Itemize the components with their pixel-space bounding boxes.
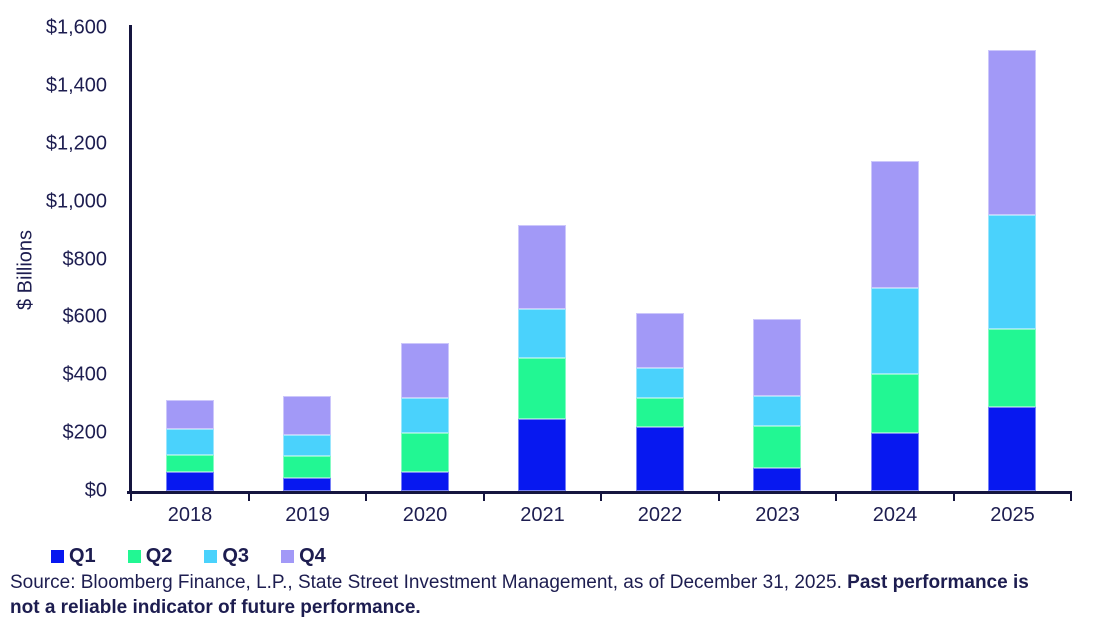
bar-segment-2019-Q2 <box>283 456 332 478</box>
bar-stack-2025 <box>988 49 1037 491</box>
bar-segment-2020-Q2 <box>400 433 449 473</box>
bar-stack-2024 <box>870 161 919 491</box>
bar-segment-2024-Q2 <box>870 373 919 434</box>
bar-stack-2023 <box>753 318 802 491</box>
legend-item-Q1: Q1 <box>51 545 96 568</box>
bar-segment-2023-Q1 <box>753 467 802 491</box>
legend-label: Q4 <box>299 545 326 567</box>
bar-segment-2022-Q3 <box>635 368 684 399</box>
bar-segment-2019-Q3 <box>283 434 332 457</box>
bar-segment-2021-Q1 <box>518 418 567 491</box>
y-tick-label: $800 <box>62 248 108 270</box>
bar-segment-2025-Q1 <box>988 407 1037 491</box>
legend-item-Q4: Q4 <box>281 545 326 568</box>
bar-segment-2018-Q1 <box>165 472 214 491</box>
bar-segment-2023-Q4 <box>753 318 802 396</box>
bar-segment-2025-Q2 <box>988 328 1037 408</box>
bar-segment-2021-Q2 <box>518 357 567 419</box>
bar-segment-2025-Q4 <box>988 49 1037 215</box>
legend-label: Q1 <box>69 545 96 567</box>
x-tick-mark <box>482 494 485 501</box>
bar-stack-2019 <box>283 395 332 491</box>
x-tick-mark <box>1070 494 1072 501</box>
bar-segment-2020-Q4 <box>400 343 449 399</box>
x-category-label-2021: 2021 <box>520 504 565 526</box>
source-disclaimer-start: Past performance is <box>847 572 1029 593</box>
x-tick-mark <box>717 494 720 501</box>
legend-swatch-icon <box>51 550 64 563</box>
legend-swatch-icon <box>127 550 141 563</box>
bar-segment-2019-Q1 <box>283 477 332 491</box>
bar-segment-2024-Q3 <box>870 288 919 374</box>
y-axis-title: $ Billions <box>14 229 37 311</box>
x-category-label-2019: 2019 <box>285 504 330 526</box>
y-tick-label: $0 <box>84 479 107 502</box>
source-disclaimer-end: not a reliable indicator of future perfo… <box>10 597 421 618</box>
x-tick-mark <box>130 494 132 501</box>
bar-stack-2021 <box>518 224 567 491</box>
bar-segment-2021-Q4 <box>518 224 567 309</box>
x-tick-mark <box>952 494 955 501</box>
x-category-label-2024: 2024 <box>872 504 918 526</box>
bar-segment-2024-Q4 <box>870 161 919 289</box>
y-axis-line <box>129 25 132 492</box>
legend-item-Q2: Q2 <box>127 545 173 568</box>
bar-segment-2023-Q2 <box>753 425 802 468</box>
bar-segment-2020-Q3 <box>400 398 449 434</box>
source-text: Source: Bloomberg Finance, L.P., State S… <box>10 572 848 593</box>
bar-segment-2025-Q3 <box>988 214 1037 329</box>
legend-label: Q3 <box>222 545 250 567</box>
source-note: Source: Bloomberg Finance, L.P., State S… <box>10 570 1090 620</box>
bar-segment-2022-Q2 <box>635 398 684 428</box>
bar-segment-2021-Q3 <box>518 308 567 358</box>
y-tick-label: $1,600 <box>45 16 107 39</box>
bar-segment-2019-Q4 <box>283 395 332 435</box>
y-tick-label: $1,200 <box>45 132 107 155</box>
bar-segment-2018-Q4 <box>165 399 214 429</box>
x-tick-mark <box>835 494 837 501</box>
legend-item-Q3: Q3 <box>204 545 249 568</box>
x-category-label-2022: 2022 <box>637 504 683 526</box>
x-category-label-2025: 2025 <box>990 504 1035 526</box>
x-tick-mark <box>600 494 602 501</box>
x-tick-mark <box>365 494 367 501</box>
x-tick-mark <box>247 494 250 501</box>
bar-stack-2022 <box>635 313 684 491</box>
y-tick-label: $1,400 <box>45 74 107 97</box>
legend-label: Q2 <box>145 545 173 567</box>
bar-segment-2020-Q1 <box>400 472 449 491</box>
legend-swatch-icon <box>281 550 295 563</box>
bar-stack-2018 <box>165 399 214 491</box>
bar-segment-2022-Q1 <box>635 427 684 491</box>
x-category-label-2018: 2018 <box>167 504 213 526</box>
y-tick-label: $600 <box>62 305 108 328</box>
legend-swatch-icon <box>204 550 218 563</box>
y-tick-label: $200 <box>62 421 108 444</box>
bar-segment-2018-Q3 <box>165 428 214 455</box>
bar-segment-2022-Q4 <box>635 313 684 369</box>
legend: Q1 Q2 Q3 Q4 <box>51 545 326 568</box>
x-axis-line <box>127 491 1072 494</box>
x-category-label-2020: 2020 <box>402 504 448 526</box>
y-tick-label: $1,000 <box>45 190 107 213</box>
bar-segment-2024-Q1 <box>870 433 919 491</box>
bar-segment-2018-Q2 <box>165 454 214 473</box>
y-tick-label: $400 <box>62 363 108 386</box>
bar-stack-2020 <box>400 343 449 491</box>
source-line-2: not a reliable indicator of future perfo… <box>10 595 1090 620</box>
x-category-label-2023: 2023 <box>755 504 800 526</box>
bar-segment-2023-Q3 <box>753 395 802 426</box>
source-line-1: Source: Bloomberg Finance, L.P., State S… <box>10 570 1090 595</box>
